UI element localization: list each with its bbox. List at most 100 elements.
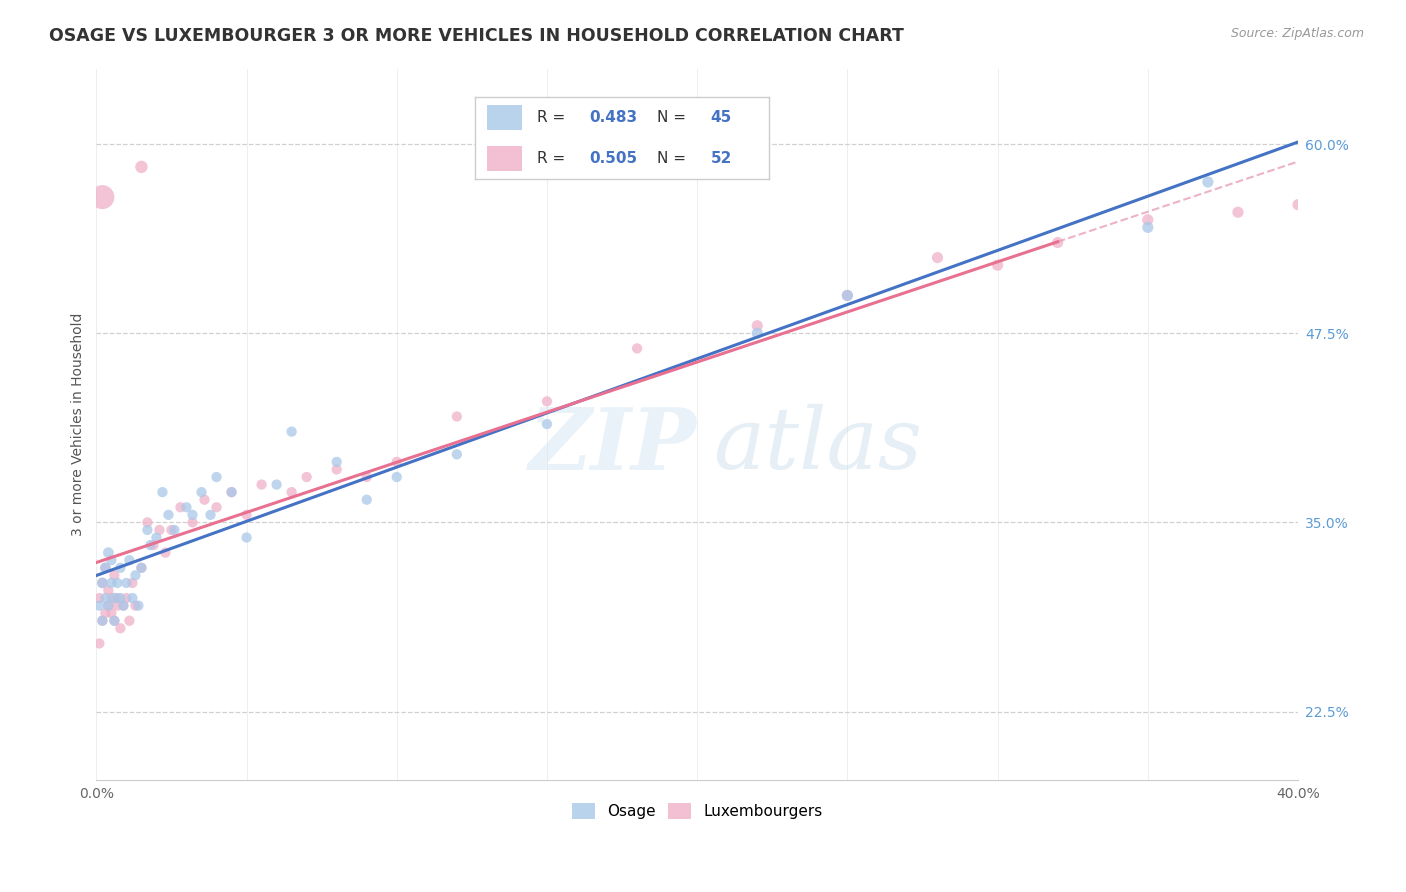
Point: [1286, 197, 1309, 211]
Point: [105, 576, 128, 591]
Point: [110, 591, 132, 605]
Point: [94, 561, 117, 575]
Point: [118, 614, 141, 628]
Text: OSAGE VS LUXEMBOURGER 3 OR MORE VEHICLES IN HOUSEHOLD CORRELATION CHART: OSAGE VS LUXEMBOURGER 3 OR MORE VEHICLES…: [49, 27, 904, 45]
Point: [89, 636, 111, 650]
Point: [94, 591, 117, 605]
Point: [124, 568, 146, 582]
Y-axis label: 3 or more Vehicles in Household: 3 or more Vehicles in Household: [72, 312, 86, 536]
Point: [97, 546, 120, 560]
Text: Source: ZipAtlas.com: Source: ZipAtlas.com: [1230, 27, 1364, 40]
Point: [385, 470, 408, 484]
Point: [91, 576, 114, 591]
Point: [136, 523, 159, 537]
Point: [124, 599, 146, 613]
Legend: Osage, Luxembourgers: Osage, Luxembourgers: [565, 797, 828, 825]
Point: [235, 531, 257, 545]
Point: [91, 614, 114, 628]
Point: [152, 485, 174, 500]
Point: [97, 583, 120, 598]
Point: [176, 500, 198, 515]
Point: [1197, 175, 1219, 189]
Point: [356, 492, 378, 507]
Point: [89, 591, 111, 605]
Point: [89, 599, 111, 613]
Point: [121, 591, 143, 605]
Point: [181, 508, 204, 522]
Point: [221, 485, 243, 500]
Point: [105, 591, 128, 605]
Point: [446, 447, 468, 461]
Point: [155, 546, 177, 560]
Point: [142, 538, 165, 552]
Point: [91, 614, 114, 628]
Point: [121, 576, 143, 591]
Point: [181, 516, 204, 530]
Point: [131, 561, 153, 575]
Point: [91, 576, 114, 591]
Text: atlas: atlas: [713, 404, 922, 487]
Point: [169, 500, 191, 515]
Point: [145, 531, 167, 545]
Point: [127, 599, 149, 613]
Point: [163, 523, 186, 537]
Point: [536, 394, 558, 409]
Point: [193, 492, 215, 507]
Point: [1046, 235, 1069, 250]
Point: [100, 591, 122, 605]
Point: [536, 417, 558, 431]
Point: [266, 477, 288, 491]
Point: [100, 553, 122, 567]
Point: [160, 523, 183, 537]
Text: ZIP: ZIP: [529, 404, 697, 487]
Point: [747, 318, 769, 333]
Point: [837, 288, 859, 302]
Point: [100, 606, 122, 620]
Point: [148, 523, 170, 537]
Point: [103, 568, 125, 582]
Point: [94, 606, 117, 620]
Point: [115, 591, 138, 605]
Point: [131, 561, 153, 575]
Point: [446, 409, 468, 424]
Point: [205, 470, 228, 484]
Point: [927, 251, 949, 265]
Point: [200, 508, 222, 522]
Point: [115, 576, 138, 591]
Point: [205, 500, 228, 515]
Point: [280, 485, 302, 500]
Point: [837, 288, 859, 302]
Point: [110, 561, 132, 575]
Point: [1136, 212, 1159, 227]
Point: [325, 462, 347, 476]
Point: [94, 561, 117, 575]
Point: [97, 599, 120, 613]
Point: [112, 599, 135, 613]
Point: [136, 516, 159, 530]
Point: [105, 599, 128, 613]
Point: [100, 576, 122, 591]
Point: [190, 485, 212, 500]
Point: [250, 477, 273, 491]
Point: [157, 508, 180, 522]
Point: [987, 258, 1010, 272]
Point: [97, 599, 120, 613]
Point: [280, 425, 302, 439]
Point: [112, 599, 135, 613]
Point: [103, 614, 125, 628]
Point: [221, 485, 243, 500]
Point: [626, 342, 648, 356]
Point: [295, 470, 318, 484]
Point: [1136, 220, 1159, 235]
Point: [1226, 205, 1249, 219]
Point: [325, 455, 347, 469]
Point: [103, 614, 125, 628]
Point: [235, 508, 257, 522]
Point: [103, 591, 125, 605]
Point: [385, 455, 408, 469]
Point: [110, 621, 132, 635]
Point: [747, 326, 769, 341]
Point: [356, 470, 378, 484]
Point: [131, 160, 153, 174]
Point: [91, 190, 114, 204]
